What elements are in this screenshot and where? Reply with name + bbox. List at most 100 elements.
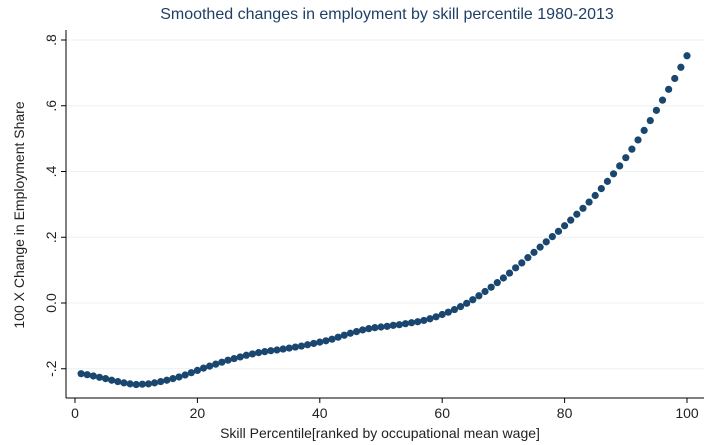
data-point bbox=[224, 356, 232, 364]
data-point bbox=[352, 328, 361, 336]
data-point bbox=[199, 364, 208, 372]
y-tick-label: .4 bbox=[43, 165, 59, 177]
data-point bbox=[567, 216, 575, 224]
data-point bbox=[524, 254, 532, 262]
data-point bbox=[652, 106, 661, 114]
data-point bbox=[279, 345, 287, 353]
data-point bbox=[89, 372, 97, 380]
data-point bbox=[169, 375, 177, 383]
data-point bbox=[389, 321, 397, 329]
y-tick-label: 0.0 bbox=[43, 293, 59, 313]
data-point bbox=[579, 204, 587, 212]
data-point bbox=[438, 310, 446, 319]
data-point bbox=[371, 324, 379, 332]
data-point bbox=[665, 85, 673, 93]
data-point bbox=[420, 316, 428, 325]
data-point bbox=[683, 52, 691, 60]
data-point bbox=[322, 337, 330, 345]
data-point bbox=[512, 264, 520, 272]
data-point bbox=[334, 333, 342, 341]
data-point bbox=[132, 380, 140, 389]
data-point bbox=[193, 366, 201, 374]
y-axis-label: 100 X Change in Employment Share bbox=[11, 101, 27, 328]
data-point bbox=[236, 353, 244, 361]
data-point bbox=[77, 370, 85, 378]
data-point bbox=[646, 116, 654, 125]
data-point bbox=[518, 259, 526, 267]
data-point bbox=[359, 326, 367, 334]
data-point bbox=[175, 373, 183, 381]
data-point bbox=[102, 375, 110, 383]
data-point bbox=[297, 342, 306, 350]
data-point bbox=[230, 354, 238, 363]
data-point bbox=[303, 341, 312, 349]
grid-layer bbox=[66, 39, 704, 370]
data-point bbox=[138, 380, 146, 388]
data-point bbox=[499, 274, 507, 282]
data-point bbox=[414, 318, 422, 326]
data-point bbox=[401, 320, 410, 328]
data-point bbox=[83, 371, 91, 379]
axis-layer: -.2 0.0 .2 .4 .6 .8 0 20 40 60 80 100 bbox=[43, 30, 704, 421]
y-tick-label: .8 bbox=[43, 34, 59, 46]
data-point bbox=[212, 360, 220, 368]
data-point bbox=[383, 322, 391, 330]
data-point bbox=[157, 377, 165, 386]
data-point bbox=[456, 303, 465, 311]
x-tick-label: 0 bbox=[71, 405, 79, 421]
data-point bbox=[377, 323, 385, 331]
data-point bbox=[120, 379, 128, 387]
data-point bbox=[328, 335, 336, 343]
data-point bbox=[365, 325, 373, 333]
x-axis-label: Skill Percentile[ranked by occupational … bbox=[220, 425, 540, 441]
data-point bbox=[255, 349, 263, 357]
data-point bbox=[310, 339, 318, 348]
data-point bbox=[463, 299, 471, 307]
y-tick-label: .6 bbox=[43, 100, 59, 112]
data-point bbox=[640, 126, 648, 135]
data-point bbox=[346, 329, 354, 337]
data-point bbox=[481, 287, 489, 296]
data-point bbox=[408, 319, 416, 327]
data-point bbox=[432, 313, 440, 321]
x-tick-label: 40 bbox=[312, 405, 328, 421]
y-tick-label: -.2 bbox=[43, 360, 59, 377]
data-point bbox=[108, 376, 116, 384]
data-point bbox=[591, 191, 599, 200]
data-point bbox=[609, 170, 618, 178]
data-point bbox=[144, 380, 153, 388]
data-point bbox=[658, 96, 667, 104]
data-point bbox=[603, 177, 612, 185]
data-point bbox=[475, 292, 483, 300]
data-point bbox=[395, 321, 403, 329]
data-point bbox=[181, 371, 189, 379]
data-point bbox=[561, 222, 569, 230]
chart-title: Smoothed changes in employment by skill … bbox=[160, 6, 614, 23]
data-point bbox=[585, 198, 593, 206]
data-point bbox=[150, 379, 159, 387]
data-point bbox=[634, 136, 642, 144]
data-point bbox=[554, 227, 563, 235]
data-point bbox=[530, 248, 538, 256]
data-point bbox=[163, 376, 171, 384]
data-point bbox=[426, 315, 434, 323]
data-point bbox=[616, 162, 624, 170]
x-tick-label: 100 bbox=[675, 405, 699, 421]
data-point bbox=[450, 305, 459, 314]
data-point bbox=[622, 154, 630, 162]
data-point bbox=[340, 331, 348, 339]
data-point bbox=[187, 369, 195, 377]
data-point bbox=[285, 344, 293, 352]
data-point bbox=[542, 238, 550, 246]
x-tick-label: 60 bbox=[434, 405, 450, 421]
data-point bbox=[444, 308, 452, 316]
data-point bbox=[218, 358, 226, 366]
data-point bbox=[487, 283, 495, 291]
data-point bbox=[628, 145, 636, 153]
data-point bbox=[95, 373, 104, 381]
data-point bbox=[291, 343, 299, 351]
data-point bbox=[126, 380, 134, 388]
data-point bbox=[248, 350, 257, 358]
data-point bbox=[261, 348, 269, 356]
